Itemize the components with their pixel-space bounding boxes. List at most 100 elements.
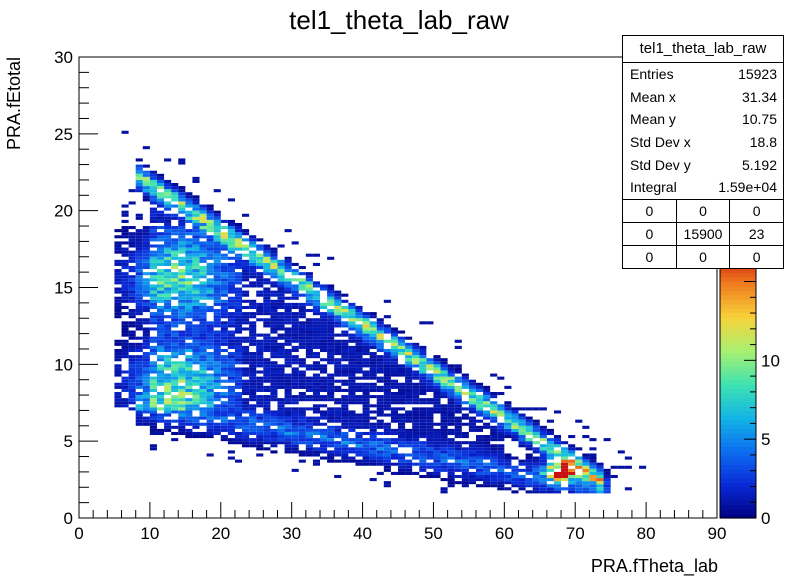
heatmap-cell xyxy=(128,330,136,334)
heatmap-cell xyxy=(369,364,377,368)
heatmap-cell xyxy=(121,210,129,214)
heatmap-cell xyxy=(284,315,292,319)
heatmap-cell xyxy=(341,364,349,368)
heatmap-cell xyxy=(178,287,186,291)
heatmap-cell xyxy=(156,262,165,266)
heatmap-cell xyxy=(596,478,604,482)
heatmap-cell xyxy=(164,336,172,340)
heatmap-cell xyxy=(383,330,391,334)
heatmap-cell xyxy=(114,287,122,291)
heatmap-cell xyxy=(213,355,221,359)
heatmap-cell xyxy=(263,290,271,294)
heatmap-cell xyxy=(192,419,200,423)
heatmap-cell xyxy=(405,355,413,359)
heatmap-cell xyxy=(475,435,484,439)
heatmap-cell xyxy=(164,367,172,371)
heatmap-cell xyxy=(213,315,221,319)
heatmap-cell xyxy=(277,355,285,359)
heatmap-cell xyxy=(192,422,200,426)
x-tick-label: 40 xyxy=(353,524,372,543)
heatmap-cell xyxy=(355,388,363,392)
heatmap-cell xyxy=(355,419,363,423)
heatmap-cell xyxy=(298,305,306,310)
heatmap-cell xyxy=(383,456,391,460)
heatmap-cell xyxy=(355,459,363,463)
heatmap-cell xyxy=(617,465,625,469)
heatmap-cell xyxy=(192,229,200,233)
heatmap-cell xyxy=(447,388,455,392)
heatmap-cell xyxy=(249,416,257,420)
heatmap-cell xyxy=(171,265,179,270)
heatmap-cell xyxy=(362,453,370,457)
heatmap-cell xyxy=(412,462,420,466)
heatmap-cell xyxy=(334,416,342,420)
heatmap-cell xyxy=(312,441,321,445)
heatmap-cell xyxy=(419,450,427,454)
heatmap-cell xyxy=(149,431,157,436)
heatmap-cell xyxy=(149,201,157,205)
heatmap-cell xyxy=(419,398,427,402)
heatmap-cell xyxy=(553,471,562,475)
heatmap-cell xyxy=(426,382,434,386)
heatmap-cell xyxy=(128,407,136,411)
heatmap-cell xyxy=(454,398,462,402)
heatmap-cell xyxy=(284,401,292,405)
heatmap-cell xyxy=(362,450,370,454)
heatmap-cell xyxy=(270,355,278,359)
heatmap-cell xyxy=(242,428,250,432)
heatmap-cell xyxy=(164,192,172,196)
heatmap-cell xyxy=(383,370,391,374)
heatmap-cell xyxy=(121,213,129,217)
heatmap-cell xyxy=(256,361,264,365)
heatmap-cell xyxy=(355,327,363,331)
heatmap-cell xyxy=(490,465,498,469)
heatmap-cell xyxy=(412,355,420,359)
heatmap-cell xyxy=(341,373,349,377)
heatmap-cell xyxy=(405,471,413,475)
heatmap-cell xyxy=(114,385,122,389)
heatmap-cell xyxy=(220,395,228,399)
overflow-grid-row: 0 0 0 xyxy=(623,200,783,224)
heatmap-cell xyxy=(362,447,370,451)
heatmap-cell xyxy=(334,388,342,392)
heatmap-cell xyxy=(383,382,391,386)
heatmap-cell xyxy=(171,244,179,248)
heatmap-cell xyxy=(263,431,271,436)
overflow-cell: 23 xyxy=(748,226,765,243)
heatmap-cell xyxy=(447,419,455,423)
heatmap-cell xyxy=(206,250,214,254)
heatmap-cell xyxy=(390,419,398,423)
heatmap-cell xyxy=(341,401,349,405)
heatmap-cell xyxy=(114,302,122,306)
heatmap-cell xyxy=(121,130,129,134)
heatmap-cell xyxy=(355,441,363,445)
heatmap-cell xyxy=(156,176,165,180)
heatmap-cell xyxy=(142,170,150,174)
heatmap-cell xyxy=(518,487,526,491)
heatmap-cell xyxy=(149,284,157,288)
heatmap-cell xyxy=(270,281,278,285)
heatmap-cell xyxy=(121,321,129,325)
heatmap-cell xyxy=(320,339,328,343)
heatmap-cell xyxy=(412,385,420,389)
heatmap-cell xyxy=(518,484,526,488)
heatmap-cell xyxy=(433,361,441,365)
heatmap-cell xyxy=(206,453,214,457)
heatmap-cell xyxy=(199,281,207,285)
heatmap-cell xyxy=(121,370,129,374)
heatmap-cell xyxy=(461,435,469,439)
heatmap-cell xyxy=(164,302,172,306)
heatmap-cell xyxy=(277,244,285,248)
heatmap-cell xyxy=(348,358,356,362)
heatmap-cell xyxy=(334,361,342,365)
heatmap-cell xyxy=(348,327,356,331)
heatmap-cell xyxy=(610,474,618,479)
heatmap-cell xyxy=(270,312,278,316)
heatmap-cell xyxy=(348,336,356,340)
heatmap-cell xyxy=(227,222,235,227)
heatmap-cell xyxy=(220,324,228,328)
heatmap-cell xyxy=(263,287,271,291)
heatmap-cell xyxy=(327,456,335,460)
heatmap-cell xyxy=(249,367,257,371)
heatmap-cell xyxy=(539,484,547,488)
